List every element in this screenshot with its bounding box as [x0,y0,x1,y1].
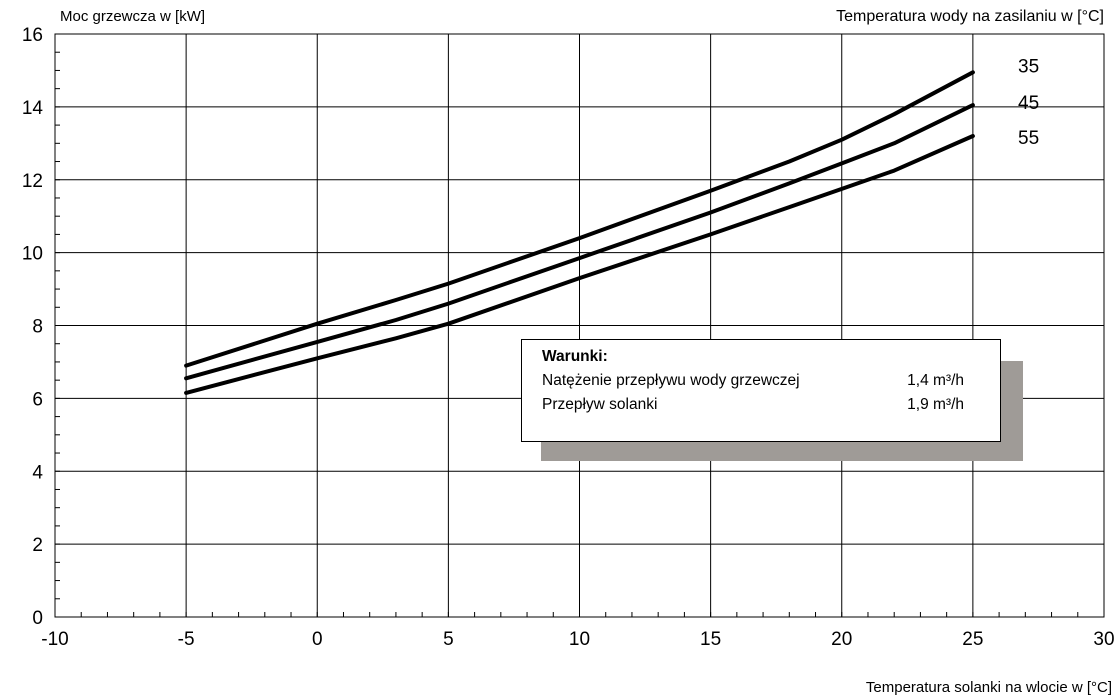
conditions-box: Warunki: Natężenie przepływu wody grzewc… [521,339,1001,442]
conditions-row-value: 1,9 m³/h [907,396,964,413]
x-tick-label: -5 [178,629,195,650]
plot-frame [54,33,1105,618]
series-line [184,103,975,381]
x-tick-label: 5 [443,629,454,650]
y-axis-title: Moc grzewcza w [kW] [60,8,205,25]
tick-labels: -10 -5 0 5 10 15 20 25 30 0 2 4 6 8 10 12 14 16 [22,25,1115,650]
y-tick-label: 14 [22,98,44,119]
conditions-row: Natężenie przepływu wody grzewczej 1,4 m… [542,369,984,393]
conditions-row-value: 1,4 m³/h [907,372,964,389]
legend-title: Temperatura wody na zasilaniu w [°C] [836,8,1104,25]
series-label: 45 [1018,93,1039,114]
series-line [184,134,975,395]
minor-ticks [54,33,1105,618]
x-tick-label: 20 [831,629,852,650]
y-tick-label: 2 [32,535,43,556]
y-tick-label: 12 [22,171,43,192]
x-tick-label: 25 [962,629,983,650]
series-label: 35 [1018,56,1039,77]
series-lines [184,70,975,395]
series-labels: 35 45 55 [1018,56,1039,149]
y-tick-label: 4 [32,462,43,483]
conditions-row-label: Przepływ solanki [542,396,658,413]
conditions-title: Warunki: [542,348,608,365]
series-line [184,70,975,368]
y-tick-label: 10 [22,244,43,265]
x-tick-label: 15 [700,629,721,650]
x-tick-label: -10 [41,629,68,650]
y-tick-label: 0 [32,608,43,629]
y-tick-label: 6 [32,389,43,410]
series-label: 55 [1018,128,1039,149]
x-tick-label: 30 [1093,629,1114,650]
y-tick-label: 8 [32,317,43,338]
conditions-row: Przepływ solanki 1,9 m³/h [542,393,984,417]
x-tick-label: 10 [569,629,590,650]
grid [54,33,1105,618]
conditions-row-label: Natężenie przepływu wody grzewczej [542,372,800,389]
x-axis-title: Temperatura solanki na wlocie w [°C] [866,679,1112,696]
x-tick-label: 0 [312,629,323,650]
y-tick-label: 16 [22,25,43,46]
